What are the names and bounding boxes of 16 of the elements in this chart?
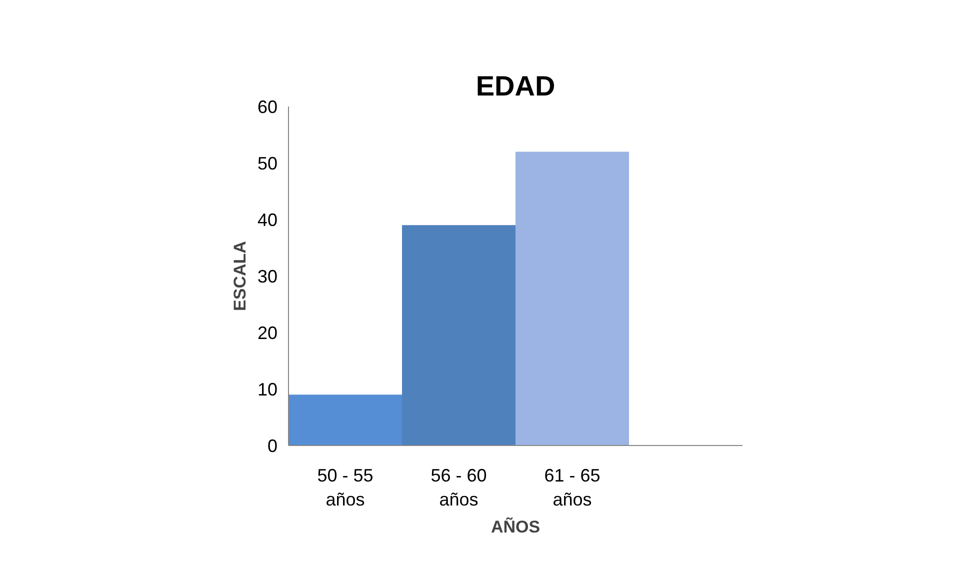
y-tick-label: 10 xyxy=(257,380,278,400)
x-tick-label: 61 - 65 años xyxy=(544,466,600,510)
y-axis-title: ESCALA xyxy=(230,241,250,311)
y-tick-label: 30 xyxy=(257,266,278,286)
x-axis-title: AÑOS xyxy=(490,516,540,536)
y-tick-label: 60 xyxy=(257,97,278,117)
y-tick-label: 0 xyxy=(267,436,278,456)
bar xyxy=(516,152,629,446)
y-tick-label: 50 xyxy=(257,154,278,174)
chart-title: EDAD xyxy=(476,70,556,102)
y-tick-label: 40 xyxy=(257,210,278,230)
bar xyxy=(288,394,402,446)
x-tick-label: 50 - 55 años xyxy=(317,466,374,510)
bar xyxy=(402,225,516,446)
x-tick-label: 56 - 60 años xyxy=(430,466,487,510)
y-tick-label: 20 xyxy=(257,323,278,343)
